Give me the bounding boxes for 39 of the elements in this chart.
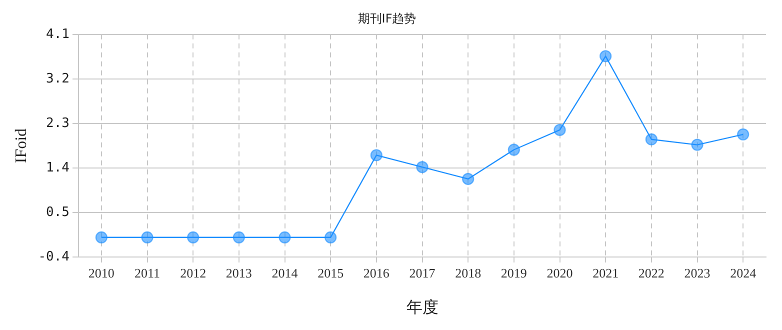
point xyxy=(508,144,520,156)
x-tick-label: 2024 xyxy=(730,265,757,280)
y-tick-label: 2.3 xyxy=(46,116,70,131)
x-tick-label: 2021 xyxy=(592,265,619,280)
y-tick-label: 0.5 xyxy=(46,205,70,220)
x-tick-label: 2016 xyxy=(363,265,390,280)
point xyxy=(95,231,108,244)
x-tick-label: 2018 xyxy=(455,265,482,280)
x-tick-label: 2011 xyxy=(134,265,160,280)
x-tick-label: 2019 xyxy=(500,265,527,280)
x-tick-label: 2022 xyxy=(638,265,664,280)
y-tick-label: -0.4 xyxy=(38,250,70,265)
point xyxy=(141,231,154,244)
point xyxy=(324,231,337,244)
x-tick-label: 2023 xyxy=(684,265,710,280)
x-tick-label: 2012 xyxy=(180,265,206,280)
y-tick-label: 4.1 xyxy=(46,26,70,42)
x-tick-label: 2015 xyxy=(318,265,344,280)
point xyxy=(232,231,246,244)
point xyxy=(370,149,383,162)
point xyxy=(554,124,566,136)
x-axis-title: 年度 xyxy=(406,298,438,317)
point xyxy=(186,231,200,244)
x-tick-label: 2020 xyxy=(546,265,573,280)
x-tick-label: 2013 xyxy=(226,265,252,280)
point xyxy=(599,50,612,62)
x-tick-label: 2010 xyxy=(88,265,114,280)
x-tick-label: 2017 xyxy=(409,265,436,280)
y-axis-title: IFoid xyxy=(12,128,30,164)
point xyxy=(278,231,291,244)
x-tick-label: 2014 xyxy=(272,265,298,280)
point xyxy=(691,138,704,151)
y-tick-label: 1.4 xyxy=(46,160,70,176)
chart-title: 期刊IF趋势 xyxy=(358,11,416,26)
point xyxy=(736,128,750,141)
y-tick-label: 3.2 xyxy=(46,71,70,86)
point xyxy=(416,160,428,174)
point xyxy=(645,133,658,146)
point xyxy=(462,172,474,186)
